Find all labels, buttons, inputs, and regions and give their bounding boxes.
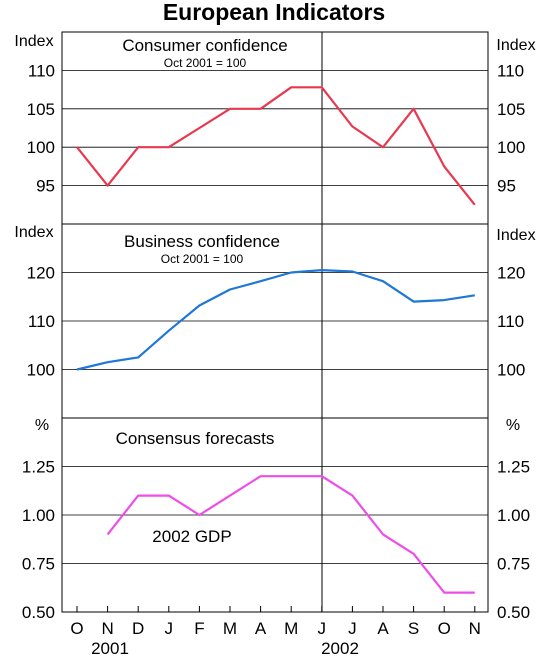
x-tick-label: S [408, 619, 419, 638]
year-label-2001: 2001 [91, 639, 129, 658]
x-tick-label: A [255, 619, 267, 638]
unit-label-right-consensus: % [506, 417, 520, 434]
x-tick-label: N [101, 619, 113, 638]
x-tick-label: O [438, 619, 451, 638]
x-tick-label: F [194, 619, 204, 638]
x-tick-label: O [70, 619, 83, 638]
panel-subtitle-consumer: Oct 2001 = 100 [164, 56, 247, 70]
y-tick-label-right: 0.50 [497, 603, 530, 622]
y-tick-label-left: 120 [27, 264, 55, 283]
x-tick-label: N [469, 619, 481, 638]
x-tick-label: J [165, 619, 174, 638]
unit-label-right-consumer: Index [496, 37, 535, 54]
unit-label-left-consensus: % [35, 417, 49, 434]
y-tick-label-left: 1.25 [22, 458, 55, 477]
plot-frame [61, 31, 489, 613]
y-tick-label-left: 0.75 [22, 555, 55, 574]
y-tick-label-right: 105 [497, 100, 525, 119]
y-tick-label-left: 1.00 [22, 506, 55, 525]
y-tick-label-left: 0.50 [22, 603, 55, 622]
x-tick-label: J [318, 619, 327, 638]
y-tick-label-right: 1.00 [497, 506, 530, 525]
y-tick-label-right: 100 [497, 361, 525, 380]
unit-label-left-consumer: Index [14, 33, 53, 50]
panel-subtitle-business: Oct 2001 = 100 [161, 252, 244, 266]
x-tick-label: M [223, 619, 237, 638]
series-label-gdp: 2002 GDP [152, 527, 231, 546]
y-tick-label-left: 100 [27, 361, 55, 380]
series-line-3 [106, 475, 475, 594]
x-tick-label: D [132, 619, 144, 638]
y-tick-label-right: 120 [497, 264, 525, 283]
year-label-2002: 2002 [321, 639, 359, 658]
y-tick-label-right: 110 [497, 61, 524, 80]
y-tick-label-right: 95 [497, 177, 516, 196]
y-tick-label-left: 110 [28, 61, 55, 80]
y-tick-label-right: 0.75 [497, 555, 530, 574]
y-tick-label-left: 95 [36, 177, 55, 196]
unit-label-left-business: Index [14, 224, 53, 241]
y-tick-label-left: 105 [27, 100, 55, 119]
unit-label-right-business: Index [496, 227, 535, 244]
y-tick-label-left: 110 [28, 312, 55, 331]
y-tick-label-right: 110 [497, 312, 524, 331]
panel-title-consumer: Consumer confidence [122, 36, 287, 55]
x-tick-label: J [348, 619, 357, 638]
y-tick-label-left: 100 [27, 138, 55, 157]
y-tick-label-right: 1.25 [497, 458, 530, 477]
x-tick-label: M [284, 619, 298, 638]
x-tick-label: A [377, 619, 389, 638]
panel-title-business: Business confidence [124, 232, 280, 251]
series-line-2 [76, 269, 475, 371]
chart-title: European Indicators [163, 0, 385, 25]
panel-title-consensus: Consensus forecasts [116, 429, 275, 448]
y-tick-label-right: 100 [497, 138, 525, 157]
series-line-1 [76, 86, 476, 206]
